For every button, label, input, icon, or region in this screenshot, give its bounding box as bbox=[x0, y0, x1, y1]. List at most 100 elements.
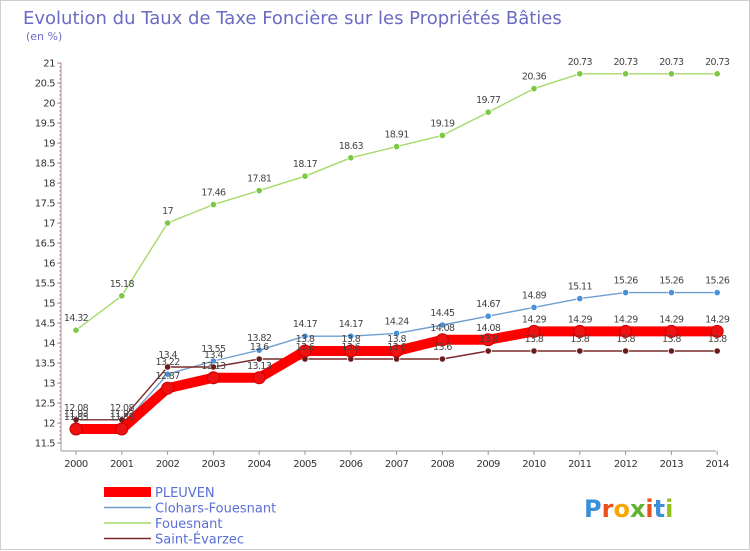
data-point-3 bbox=[209, 363, 217, 371]
data-point-2 bbox=[392, 143, 401, 151]
y-tick-label: 19.5 bbox=[35, 119, 55, 130]
data-label: 11.85 bbox=[64, 412, 89, 423]
data-point-0 bbox=[710, 324, 724, 338]
data-point-3 bbox=[164, 363, 172, 371]
data-point-0 bbox=[69, 422, 83, 436]
data-point-3 bbox=[484, 347, 492, 355]
y-tick-label: 16 bbox=[43, 259, 55, 270]
data-point-2 bbox=[255, 187, 263, 195]
y-tick-label: 14 bbox=[43, 339, 55, 350]
data-point-1 bbox=[713, 288, 721, 297]
x-tick-label: 2002 bbox=[156, 459, 180, 470]
data-point-0 bbox=[115, 422, 129, 436]
y-tick-label: 20 bbox=[43, 99, 55, 110]
data-point-1 bbox=[667, 288, 676, 297]
data-label: 13.6 bbox=[341, 342, 360, 353]
data-point-3 bbox=[255, 355, 263, 363]
unit-label: (en %) bbox=[26, 30, 62, 43]
x-tick-label: 2005 bbox=[293, 459, 317, 470]
data-point-3 bbox=[621, 347, 630, 355]
data-label: 13.22 bbox=[155, 357, 180, 368]
logo-letter: t bbox=[654, 495, 665, 523]
data-point-1 bbox=[576, 294, 584, 303]
x-tick-label: 2014 bbox=[705, 459, 729, 470]
data-label: 15.26 bbox=[659, 276, 684, 287]
data-point-0 bbox=[344, 344, 358, 358]
y-tick-label: 15.5 bbox=[35, 279, 55, 290]
data-point-1 bbox=[301, 332, 309, 340]
data-label: 15.26 bbox=[705, 276, 730, 287]
data-point-1 bbox=[392, 329, 401, 337]
data-point-3 bbox=[713, 347, 721, 355]
y-tick-label: 12.5 bbox=[35, 399, 55, 410]
data-point-0 bbox=[206, 371, 220, 385]
logo-letter: i bbox=[665, 495, 673, 523]
y-tick-label: 18 bbox=[43, 179, 55, 190]
data-point-3 bbox=[667, 347, 676, 355]
data-point-0 bbox=[298, 344, 312, 358]
data-point-2 bbox=[438, 131, 446, 139]
data-point-2 bbox=[164, 219, 172, 227]
data-label: 15.18 bbox=[110, 279, 135, 290]
data-point-2 bbox=[484, 108, 492, 116]
data-label: 17 bbox=[162, 206, 173, 217]
y-tick-label: 13.5 bbox=[35, 359, 55, 370]
y-tick-label: 15 bbox=[43, 299, 55, 310]
data-label: 14.17 bbox=[293, 319, 318, 330]
y-tick-label: 12 bbox=[43, 419, 55, 430]
data-point-2 bbox=[209, 201, 217, 209]
data-label: 14.67 bbox=[476, 299, 501, 310]
data-label: 18.63 bbox=[339, 141, 364, 152]
data-label: 19.19 bbox=[430, 118, 455, 129]
data-point-2 bbox=[530, 85, 538, 93]
logo-letter: x bbox=[630, 495, 646, 523]
y-tick-group: 11.5 12 12.5 13 13.5 14 14.5 15 15.5 16 16.5 17 17.5… bbox=[35, 59, 61, 450]
data-label: 13.8 bbox=[479, 334, 498, 345]
data-label: 13.55 bbox=[201, 344, 226, 355]
x-tick-label: 2010 bbox=[522, 459, 546, 470]
logo-letter: r bbox=[602, 495, 614, 523]
data-label: 20.73 bbox=[613, 57, 638, 68]
logo-letter: o bbox=[613, 495, 630, 523]
data-label: 13.8 bbox=[570, 334, 589, 345]
y-tick-label: 11.5 bbox=[35, 439, 55, 450]
y-tick-label: 19 bbox=[43, 139, 55, 150]
data-label: 14.24 bbox=[384, 316, 409, 327]
x-tick-label: 2004 bbox=[247, 459, 271, 470]
data-point-0 bbox=[435, 333, 449, 347]
data-point-1 bbox=[621, 288, 630, 297]
x-tick-label: 2000 bbox=[64, 459, 88, 470]
proxiti-logo-text: Proxiti bbox=[584, 495, 673, 523]
legend-label: PLEUVEN bbox=[155, 486, 215, 501]
y-tick-label: 20.5 bbox=[35, 79, 55, 90]
data-label: 13.6 bbox=[433, 342, 452, 353]
data-point-0 bbox=[619, 324, 633, 338]
data-label: 14.89 bbox=[522, 290, 547, 301]
data-label: 13.8 bbox=[525, 334, 544, 345]
y-tick-label: 18.5 bbox=[35, 159, 55, 170]
data-label: 13.6 bbox=[296, 342, 315, 353]
data-label: 13.82 bbox=[247, 333, 272, 344]
data-label: 13.8 bbox=[296, 334, 315, 345]
x-tick-group: 2000 2001 2002 2003 2004 2005 2006 2007 2008 2009… bbox=[64, 451, 730, 470]
data-label: 11.93 bbox=[64, 409, 89, 420]
legend-label: Clohars-Fouesnant bbox=[155, 502, 276, 517]
data-point-2 bbox=[72, 326, 80, 334]
data-label: 13.13 bbox=[201, 361, 226, 372]
data-label: 13.8 bbox=[387, 334, 406, 345]
data-label: 14.29 bbox=[613, 314, 638, 325]
x-tick-label: 2012 bbox=[614, 459, 638, 470]
data-label: 14.29 bbox=[522, 314, 547, 325]
data-label: 20.73 bbox=[568, 57, 593, 68]
data-label: 13.13 bbox=[247, 361, 272, 372]
data-point-0 bbox=[252, 371, 266, 385]
data-label: 13.4 bbox=[158, 350, 177, 361]
data-point-1 bbox=[164, 370, 172, 378]
data-label: 11.93 bbox=[110, 409, 135, 420]
data-point-0 bbox=[161, 381, 175, 395]
data-point-1 bbox=[530, 303, 538, 311]
data-label: 14.08 bbox=[430, 323, 455, 334]
y-tick-label: 21 bbox=[43, 59, 55, 70]
data-label: 11.85 bbox=[110, 412, 135, 423]
